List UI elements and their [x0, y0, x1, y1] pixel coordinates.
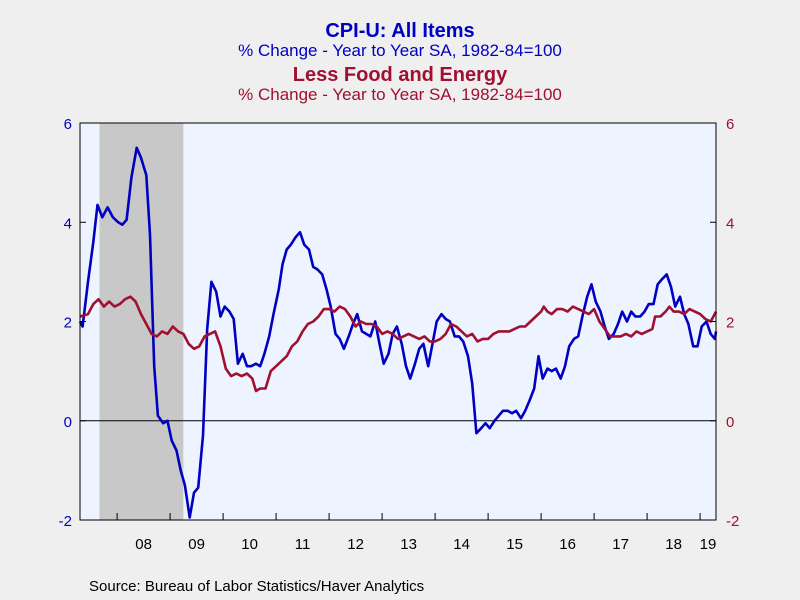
x-tick-label: 09	[188, 536, 205, 553]
right-tick-label: 6	[726, 116, 734, 133]
x-tick-label: 13	[400, 536, 417, 553]
left-tick-label: 6	[64, 116, 72, 133]
right-tick-label: 4	[726, 215, 734, 232]
right-tick-label: 2	[726, 315, 734, 332]
series2-subtitle: % Change - Year to Year SA, 1982-84=100	[238, 85, 562, 104]
x-tick-label: 19	[700, 536, 717, 553]
plot-area	[80, 123, 716, 520]
x-tick-label: 16	[559, 536, 576, 553]
axes-layer: 6 6 4 4 2 2 0 0 -2 -2 08 09 10 11 12 13 14 15 16 17 18 19	[59, 116, 740, 553]
left-tick-label: 4	[64, 215, 72, 232]
x-tick-label: 10	[241, 536, 258, 553]
x-tick-label: 14	[453, 536, 470, 553]
x-tick-label: 08	[135, 536, 152, 553]
source-note: Source: Bureau of Labor Statistics/Haver…	[89, 578, 425, 595]
series1-subtitle: % Change - Year to Year SA, 1982-84=100	[238, 41, 562, 60]
series-line-1	[78, 146, 718, 519]
chart-titles: CPI-U: All Items % Change - Year to Year…	[0, 0, 800, 104]
series-line-2	[79, 295, 718, 393]
recession-band	[99, 123, 184, 520]
left-tick-label: 2	[64, 315, 72, 332]
x-tick-label: 17	[612, 536, 629, 553]
series2-title: Less Food and Energy	[292, 64, 508, 86]
series-layer	[78, 146, 718, 519]
x-tick-label: 11	[295, 536, 311, 553]
x-tick-label: 15	[506, 536, 523, 553]
left-tick-label: -2	[59, 513, 72, 530]
right-tick-label: -2	[726, 513, 739, 530]
series1-title: CPI-U: All Items	[325, 20, 475, 42]
x-tick-label: 12	[347, 536, 364, 553]
x-tick-label: 18	[665, 536, 682, 553]
left-tick-label: 0	[64, 414, 72, 431]
right-tick-label: 0	[726, 414, 734, 431]
